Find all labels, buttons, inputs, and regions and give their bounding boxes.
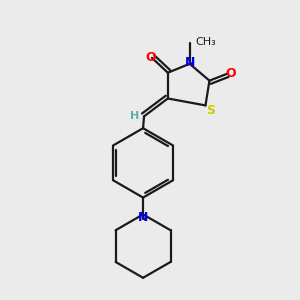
Text: CH₃: CH₃ — [196, 37, 216, 47]
Text: N: N — [138, 211, 148, 224]
Text: O: O — [146, 51, 156, 64]
Text: O: O — [225, 67, 236, 80]
Text: H: H — [130, 111, 139, 121]
Text: N: N — [184, 56, 195, 69]
Text: S: S — [206, 104, 215, 117]
